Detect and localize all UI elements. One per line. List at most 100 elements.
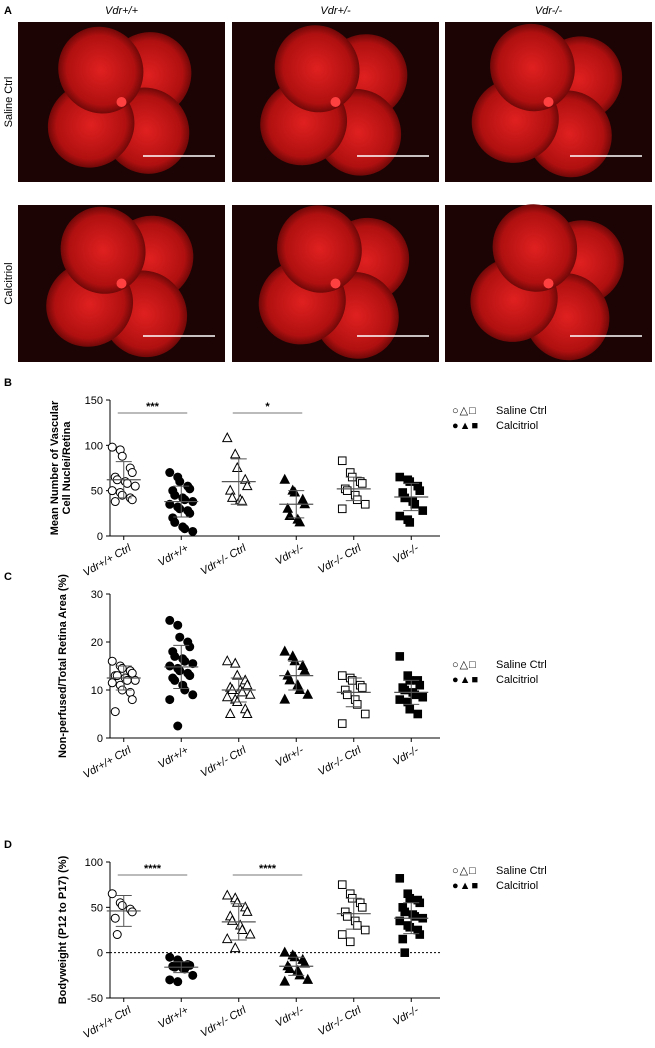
error-bar [345, 677, 362, 708]
data-point [224, 484, 236, 495]
group [279, 946, 314, 986]
data-point [342, 690, 352, 700]
data-point [165, 661, 175, 671]
data-point [395, 472, 405, 482]
data-point [170, 490, 180, 500]
retina-image [232, 205, 439, 362]
error-bar [345, 897, 362, 930]
data-point [405, 518, 415, 527]
retina-lobe [58, 26, 144, 114]
y-tick-label: 50 [91, 902, 103, 914]
significance-label: *** [146, 401, 160, 413]
data-point [241, 707, 253, 718]
data-point [410, 912, 420, 921]
legend-symbols: ○△□ [452, 659, 477, 671]
optic-disc [543, 97, 554, 107]
data-point [352, 921, 362, 930]
data-point [122, 478, 132, 488]
data-point [226, 683, 238, 694]
data-point [130, 481, 140, 491]
y-tick-label: 50 [91, 486, 103, 498]
data-point [127, 907, 137, 917]
data-point [395, 916, 405, 926]
data-point [117, 451, 127, 461]
legend-symbols: ○△□ [452, 405, 477, 417]
data-point [342, 912, 352, 921]
data-point [345, 937, 355, 947]
y-axis-label: Cell Nuclei/Retina [61, 421, 73, 515]
data-point [107, 889, 117, 899]
group [336, 671, 371, 728]
column-header: Vdr-/- [535, 5, 563, 17]
y-tick-label: 10 [91, 685, 103, 697]
retina-image [18, 22, 225, 182]
data-point [241, 905, 253, 916]
data-point [357, 479, 367, 488]
data-point [110, 707, 120, 717]
data-point [244, 688, 256, 699]
x-tick-label: Vdr-/- Ctrl [316, 542, 364, 576]
data-point [236, 495, 248, 506]
legend-label: Calcitriol [496, 880, 538, 892]
data-point [221, 691, 233, 702]
data-point [173, 721, 183, 731]
x-tick-label: Vdr+/- Ctrl [199, 744, 249, 780]
data-point [279, 946, 291, 957]
optic-disc [116, 97, 127, 107]
optic-disc [330, 97, 341, 107]
panel-label: C [4, 571, 12, 583]
data-point [221, 432, 233, 443]
data-point [244, 928, 256, 939]
data-point [165, 499, 175, 509]
data-point [107, 442, 117, 452]
y-tick-label: 20 [91, 637, 103, 649]
group [164, 615, 199, 731]
data-point [185, 484, 195, 494]
data-point [188, 526, 198, 536]
error-bar [403, 902, 420, 935]
data-point [229, 448, 241, 459]
data-point [400, 493, 410, 503]
error-bar [403, 679, 420, 705]
data-point [279, 975, 291, 986]
significance-label: * [265, 401, 270, 413]
data-point [117, 901, 127, 911]
y-axis-label: Bodyweight (P12 to P17) (%) [57, 855, 69, 1004]
retina-lobe [492, 204, 578, 292]
data-point [112, 930, 122, 940]
group [106, 442, 141, 507]
data-point [241, 679, 253, 690]
group [106, 889, 141, 940]
data-point [188, 970, 198, 980]
group [394, 472, 429, 527]
data-point [231, 695, 243, 706]
group [394, 874, 429, 957]
data-point [127, 468, 137, 478]
data-point [279, 693, 291, 704]
group [221, 889, 256, 953]
data-point [410, 499, 420, 509]
x-tick-label: Vdr+/+ [156, 542, 191, 569]
data-point [165, 468, 175, 478]
data-point [284, 962, 296, 973]
group [394, 652, 429, 719]
error-bar [230, 458, 247, 505]
data-point [165, 952, 175, 962]
y-tick-label: 0 [97, 531, 103, 543]
data-point [185, 671, 195, 681]
error-bar [288, 956, 305, 976]
data-point [400, 907, 410, 917]
error-bar [345, 476, 362, 502]
data-point [188, 690, 198, 700]
data-point [236, 923, 248, 934]
data-point [282, 502, 294, 513]
column-header: Vdr+/- [320, 5, 351, 17]
group [164, 952, 199, 987]
x-tick-label: Vdr+/- Ctrl [199, 1004, 249, 1040]
y-axis-label: Mean Number of Vascular [49, 400, 61, 535]
retina-image [18, 205, 225, 362]
error-bar [288, 660, 305, 691]
legend-label: Calcitriol [496, 420, 538, 432]
x-tick-label: Vdr-/- [391, 542, 421, 566]
